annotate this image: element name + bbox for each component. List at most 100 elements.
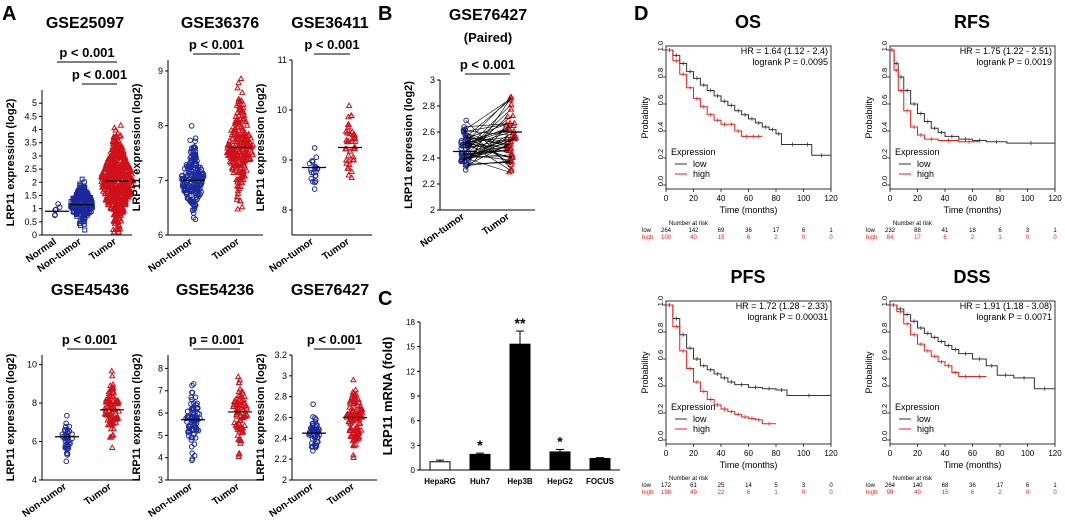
data-point — [183, 415, 189, 422]
chart-title: GSE45436 — [51, 282, 129, 299]
data-point — [353, 423, 361, 430]
data-point — [238, 88, 246, 95]
x-tick-label: 20 — [689, 194, 698, 203]
data-point — [241, 152, 249, 158]
data-point — [111, 219, 119, 226]
y-tick-label: 2.2 — [422, 179, 435, 189]
data-point — [311, 145, 318, 151]
x-tick-label: 0 — [664, 449, 669, 458]
risk-value-low: 88 — [914, 228, 921, 234]
x-tick-label: HepG2 — [547, 477, 573, 486]
data-point — [223, 149, 231, 156]
data-point — [240, 112, 248, 118]
y-axis-label: Probability — [640, 96, 650, 139]
data-point — [109, 143, 117, 150]
data-point — [312, 440, 318, 447]
pair-line — [462, 129, 509, 146]
chart-title: OS — [735, 12, 761, 32]
data-point — [229, 145, 237, 152]
data-point — [243, 412, 251, 418]
y-tick-label: 2 — [430, 205, 435, 215]
x-tick-label: 80 — [772, 449, 781, 458]
risk-label-high: high — [642, 235, 653, 241]
risk-table-title: Number at risk — [669, 221, 709, 227]
data-point — [190, 427, 197, 433]
y-tick-label: 2.4 — [422, 153, 435, 163]
data-point — [114, 140, 122, 147]
data-point — [188, 434, 195, 441]
y-tick-label: 2.6 — [422, 127, 435, 137]
data-point — [243, 166, 250, 173]
risk-label-low: low — [642, 483, 652, 489]
data-point — [311, 186, 318, 192]
pair-line — [462, 156, 513, 158]
data-point — [234, 373, 242, 380]
p-value-label: p < 0.001 — [72, 67, 127, 82]
legend-high: high — [693, 169, 710, 179]
y-tick-label: 2.6 — [274, 413, 287, 423]
data-point — [116, 215, 124, 222]
data-point — [504, 113, 511, 119]
y-tick-label: 1 — [32, 204, 37, 214]
y-tick-label: 0.6 — [880, 350, 889, 360]
x-tick-label: 100 — [1021, 194, 1035, 203]
chart-title: DSS — [953, 267, 990, 287]
data-point — [234, 205, 242, 212]
risk-value-low: 5 — [774, 483, 778, 489]
y-tick-label: 6 — [411, 417, 416, 426]
data-point — [123, 173, 131, 180]
data-point — [101, 165, 109, 171]
x-tick-label: 100 — [1021, 449, 1035, 458]
risk-value-low: 25 — [718, 483, 725, 489]
y-tick-label: 10 — [27, 360, 37, 370]
data-point — [349, 145, 357, 152]
risk-value-high: 98 — [887, 490, 894, 496]
data-point — [345, 171, 352, 178]
p-value-label: p < 0.001 — [460, 57, 515, 72]
y-tick-label: 2.5 — [24, 164, 37, 174]
y-tick-label: 0 — [32, 230, 37, 240]
x-tick-label: Non-tumor — [419, 211, 467, 249]
data-point — [125, 184, 133, 191]
data-point — [346, 130, 353, 137]
data-point — [231, 161, 239, 168]
risk-value-high: 0 — [1026, 235, 1030, 241]
x-tick-label: 60 — [968, 449, 977, 458]
risk-value-high: 40 — [690, 235, 697, 241]
data-point — [105, 197, 113, 204]
data-point — [188, 394, 194, 401]
data-point — [191, 441, 198, 447]
pair-line — [469, 154, 512, 158]
data-point — [233, 101, 241, 108]
x-tick-label: Non-tumor — [147, 236, 195, 274]
data-point — [115, 228, 122, 235]
y-tick-label: 9 — [282, 155, 287, 165]
data-point — [189, 148, 195, 154]
chart-os: OS0.00.20.40.60.81.00 20 40 60 80 100 120Time … — [640, 12, 838, 241]
data-point — [246, 156, 254, 163]
risk-value-high: 0 — [829, 490, 833, 496]
data-point — [79, 176, 85, 182]
x-tick-label: 0 — [664, 194, 669, 203]
data-point — [78, 196, 84, 202]
y-tick-label: 8 — [158, 363, 163, 373]
data-point — [187, 137, 193, 144]
data-point — [113, 152, 120, 159]
data-point — [111, 134, 118, 141]
data-point — [190, 400, 197, 406]
x-tick-label: 80 — [996, 194, 1005, 203]
x-tick-label: 80 — [996, 449, 1005, 458]
risk-value-low: 264 — [885, 483, 896, 489]
x-tick-label: 20 — [689, 449, 698, 458]
data-point — [127, 167, 135, 174]
data-point — [103, 196, 111, 203]
data-point — [345, 161, 353, 168]
legend-title: Expression — [895, 147, 940, 157]
data-point — [310, 401, 316, 408]
data-point — [236, 197, 244, 204]
data-point — [103, 410, 111, 417]
data-point — [119, 189, 127, 196]
data-point — [349, 451, 357, 458]
significance-star: ** — [515, 315, 526, 331]
data-point — [238, 97, 245, 104]
